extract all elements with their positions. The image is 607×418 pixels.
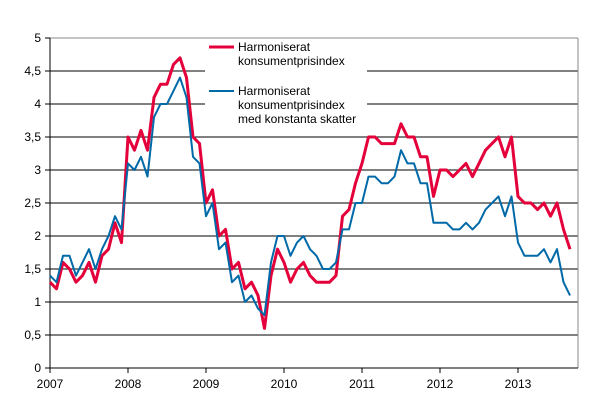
y-tick-label: 3,5 [24, 130, 41, 144]
x-tick-label: 2012 [427, 377, 454, 391]
x-tick-label: 2008 [115, 377, 142, 391]
legend-label-1: Harmoniserat [238, 40, 311, 54]
series-line-1 [48, 56, 572, 330]
legend-label-2: konsumentprisindex [238, 98, 345, 112]
legend-label-2: Harmoniserat [238, 84, 311, 98]
legend-label-1: konsumentprisindex [238, 54, 345, 68]
y-tick-label: 2 [34, 229, 41, 243]
x-tick-label: 2007 [37, 377, 64, 391]
x-tick-label: 2011 [349, 377, 375, 391]
y-tick-label: 1,5 [24, 262, 41, 276]
series-line-2 [49, 76, 571, 317]
x-tick-label: 2013 [505, 377, 532, 391]
legend-background [205, 40, 367, 132]
y-tick-label: 4 [34, 97, 41, 111]
y-tick-label: 0 [34, 361, 41, 375]
y-tick-label: 1 [34, 295, 41, 309]
y-tick-label: 4,5 [24, 64, 41, 78]
y-tick-label: 2,5 [24, 196, 41, 210]
x-tick-label: 2010 [271, 377, 298, 391]
y-tick-label: 5 [34, 31, 41, 45]
legend-label-2: med konstanta skatter [238, 112, 356, 126]
y-tick-label: 0,5 [24, 328, 41, 342]
y-tick-label: 3 [34, 163, 41, 177]
x-tick-label: 2009 [193, 377, 220, 391]
